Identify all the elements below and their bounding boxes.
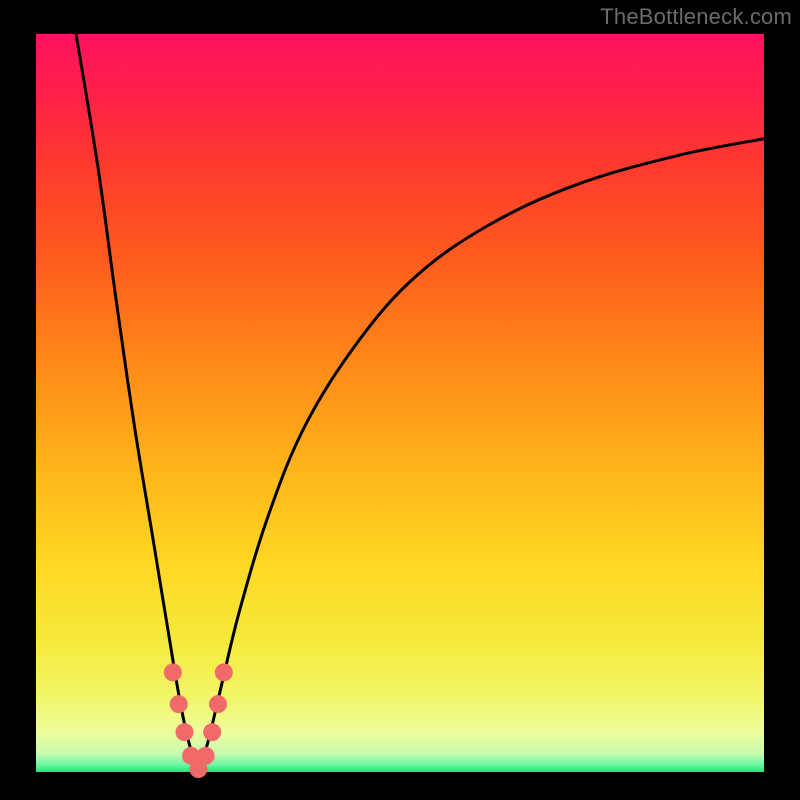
trough-marker (170, 695, 188, 713)
trough-marker (164, 663, 182, 681)
bottleneck-curve-chart (0, 0, 800, 800)
trough-marker (197, 747, 215, 765)
trough-marker (176, 723, 194, 741)
gradient-background (36, 34, 764, 772)
watermark-label: TheBottleneck.com (600, 4, 792, 30)
trough-marker (203, 723, 221, 741)
trough-marker (209, 695, 227, 713)
trough-marker (215, 663, 233, 681)
chart-canvas: TheBottleneck.com (0, 0, 800, 800)
